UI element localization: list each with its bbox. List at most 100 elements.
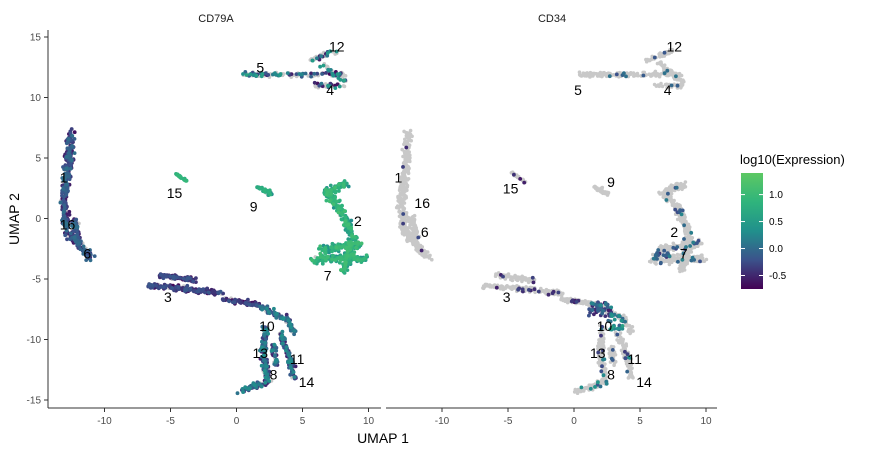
cell-point xyxy=(349,225,354,230)
cell-point-bg xyxy=(601,340,606,345)
cell-point-bg xyxy=(671,253,675,258)
cell-point xyxy=(346,184,351,189)
color-legend: log10(Expression) 1.0 0.5 0.0 -0.5 xyxy=(740,152,845,289)
cell-point xyxy=(240,387,245,391)
cell-point-bg xyxy=(676,72,681,76)
cell-point xyxy=(345,245,349,250)
cell-point xyxy=(321,63,326,68)
colorbar-tick-label: 0.5 xyxy=(769,217,783,228)
cell-point-bg xyxy=(669,188,674,193)
cell-point-bg xyxy=(704,257,709,262)
cell-point-bg xyxy=(645,57,650,62)
cell-point-bg xyxy=(675,77,679,82)
cell-point xyxy=(333,185,337,190)
cell-point xyxy=(65,237,69,242)
cell-point xyxy=(343,266,347,270)
cell-point xyxy=(67,209,72,214)
cell-point xyxy=(603,302,608,307)
cell-point xyxy=(335,72,340,77)
cell-point-bg xyxy=(684,256,688,260)
cell-point xyxy=(188,286,193,291)
cell-point xyxy=(92,254,97,258)
cell-point-bg xyxy=(678,269,682,274)
cell-point xyxy=(546,292,551,297)
x-axis-ticks: -10 -5 0 5 10 xyxy=(435,408,712,427)
cell-point xyxy=(326,254,330,259)
cell-point xyxy=(530,275,535,280)
cell-point xyxy=(292,332,296,337)
cell-point xyxy=(599,333,603,338)
cluster-label: 5 xyxy=(256,59,264,75)
x-tick-label: 5 xyxy=(637,416,643,427)
cell-point-bg xyxy=(494,273,498,277)
cell-point xyxy=(625,369,630,374)
cluster-label: 2 xyxy=(670,224,678,240)
cluster-label: 6 xyxy=(83,246,91,262)
cell-point xyxy=(610,348,615,352)
cell-point xyxy=(623,319,627,324)
cell-point-bg xyxy=(664,187,668,192)
cell-point-bg xyxy=(408,232,412,236)
cell-point-bg xyxy=(402,190,406,195)
cell-point-bg xyxy=(670,201,675,205)
cell-point xyxy=(416,235,421,240)
cell-point-bg xyxy=(686,236,690,240)
cell-point-bg xyxy=(428,253,432,258)
cell-point xyxy=(263,375,268,380)
cell-point xyxy=(278,72,283,76)
cell-point xyxy=(309,71,313,76)
x-tick-label: 5 xyxy=(300,416,306,427)
cell-point xyxy=(340,244,345,249)
cell-point-bg xyxy=(405,185,410,189)
cell-point xyxy=(62,177,66,182)
cell-point-bg xyxy=(404,177,409,182)
cell-point xyxy=(65,182,69,187)
cluster-label: 12 xyxy=(329,39,345,55)
cell-point-bg xyxy=(488,283,492,287)
cluster-label: 16 xyxy=(60,217,76,233)
scatter-points xyxy=(58,49,369,396)
cell-point xyxy=(340,203,344,208)
cell-point xyxy=(150,283,155,287)
cell-point xyxy=(267,190,272,195)
cell-point-bg xyxy=(400,231,405,235)
cell-point xyxy=(656,248,661,252)
cell-point-bg xyxy=(402,129,406,134)
y-tick-label: -15 xyxy=(27,396,42,407)
cell-point xyxy=(247,302,252,307)
cell-point xyxy=(688,244,692,248)
cell-point xyxy=(267,379,271,383)
cell-point xyxy=(339,217,344,222)
cell-point xyxy=(255,185,259,190)
cell-point xyxy=(236,298,241,303)
cell-point xyxy=(319,54,323,59)
cell-point-bg xyxy=(521,177,525,182)
cell-point-bg xyxy=(660,63,665,68)
cell-point xyxy=(325,51,330,55)
cell-point xyxy=(324,71,328,75)
cell-point-bg xyxy=(399,197,404,201)
cell-point xyxy=(341,223,346,227)
colorbar-tick-label: -0.5 xyxy=(769,271,787,282)
cell-point xyxy=(183,287,188,292)
y-axis-ticks: -15 -10 -5 0 5 10 15 xyxy=(27,33,48,407)
cell-point xyxy=(354,245,358,250)
cell-point xyxy=(337,186,341,191)
cell-point xyxy=(351,253,356,257)
cell-point xyxy=(64,221,69,226)
cell-point xyxy=(258,186,262,191)
cell-point xyxy=(280,341,285,346)
cluster-labels: 12 5 4 1 16 15 9 2 6 7 3 10 13 11 8 14 xyxy=(395,39,688,390)
cell-point-bg xyxy=(406,167,411,172)
cluster-label: 4 xyxy=(664,82,672,98)
cell-point xyxy=(698,259,702,264)
cell-point xyxy=(289,325,293,330)
cell-point xyxy=(65,140,70,145)
cell-point xyxy=(167,283,172,288)
cell-point xyxy=(624,74,628,79)
cell-point xyxy=(315,56,319,61)
cell-point xyxy=(598,384,603,389)
cell-point xyxy=(274,316,279,320)
cell-point xyxy=(261,358,266,362)
cell-point-bg xyxy=(406,134,410,139)
